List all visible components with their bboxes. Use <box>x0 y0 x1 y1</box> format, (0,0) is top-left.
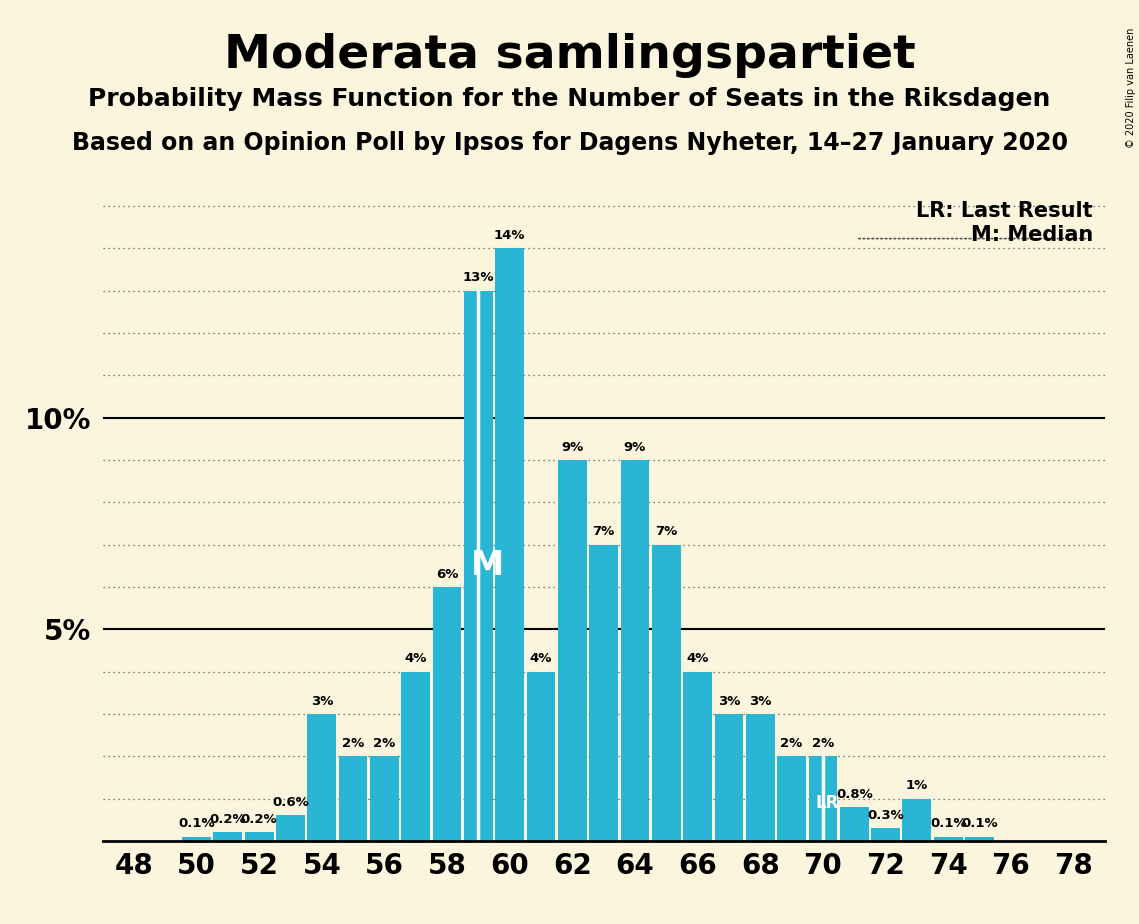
Text: 7%: 7% <box>592 525 615 538</box>
Bar <box>714 714 744 841</box>
Bar <box>777 756 806 841</box>
Bar <box>370 756 399 841</box>
Text: 6%: 6% <box>436 567 458 580</box>
Bar <box>495 249 524 841</box>
Text: © 2020 Filip van Laenen: © 2020 Filip van Laenen <box>1125 28 1136 148</box>
Bar <box>558 460 587 841</box>
Bar <box>652 544 681 841</box>
Bar <box>839 807 869 841</box>
Bar <box>401 672 431 841</box>
Text: 7%: 7% <box>655 525 678 538</box>
Text: 1%: 1% <box>906 779 928 792</box>
Text: 2%: 2% <box>374 736 395 750</box>
Text: M: Median: M: Median <box>970 225 1092 246</box>
Text: 0.1%: 0.1% <box>178 817 215 831</box>
Text: 0.3%: 0.3% <box>867 808 904 821</box>
Text: Based on an Opinion Poll by Ipsos for Dagens Nyheter, 14–27 January 2020: Based on an Opinion Poll by Ipsos for Da… <box>72 131 1067 155</box>
Text: 4%: 4% <box>687 652 708 665</box>
Bar <box>526 672 556 841</box>
Text: 0.1%: 0.1% <box>929 817 967 831</box>
Text: 9%: 9% <box>624 441 646 454</box>
Bar <box>621 460 649 841</box>
Text: 0.1%: 0.1% <box>961 817 998 831</box>
Bar <box>276 816 305 841</box>
Bar <box>213 833 243 841</box>
Text: 2%: 2% <box>342 736 364 750</box>
Text: 3%: 3% <box>749 695 771 708</box>
Bar <box>308 714 336 841</box>
Bar <box>965 836 994 841</box>
Text: M: M <box>472 549 505 582</box>
Text: LR: Last Result: LR: Last Result <box>916 201 1092 221</box>
Text: 0.2%: 0.2% <box>240 813 278 826</box>
Text: 0.2%: 0.2% <box>210 813 246 826</box>
Text: 0.8%: 0.8% <box>836 787 872 800</box>
Bar <box>871 828 900 841</box>
Text: 14%: 14% <box>494 229 525 242</box>
Text: 0.6%: 0.6% <box>272 796 309 809</box>
Text: 3%: 3% <box>718 695 740 708</box>
Text: 4%: 4% <box>404 652 427 665</box>
Text: 2%: 2% <box>812 736 834 750</box>
Text: 9%: 9% <box>562 441 583 454</box>
Text: Moderata samlingspartiet: Moderata samlingspartiet <box>223 33 916 79</box>
Text: 13%: 13% <box>462 272 494 285</box>
Bar <box>746 714 775 841</box>
Bar <box>182 836 211 841</box>
Bar <box>464 291 493 841</box>
Bar <box>589 544 618 841</box>
Text: 4%: 4% <box>530 652 552 665</box>
Text: 2%: 2% <box>780 736 803 750</box>
Text: Probability Mass Function for the Number of Seats in the Riksdagen: Probability Mass Function for the Number… <box>89 87 1050 111</box>
Bar <box>683 672 712 841</box>
Bar <box>245 833 273 841</box>
Bar <box>934 836 962 841</box>
Text: LR: LR <box>816 794 839 812</box>
Bar <box>338 756 368 841</box>
Bar <box>433 587 461 841</box>
Bar <box>902 798 932 841</box>
Bar <box>809 756 837 841</box>
Text: 3%: 3% <box>311 695 333 708</box>
